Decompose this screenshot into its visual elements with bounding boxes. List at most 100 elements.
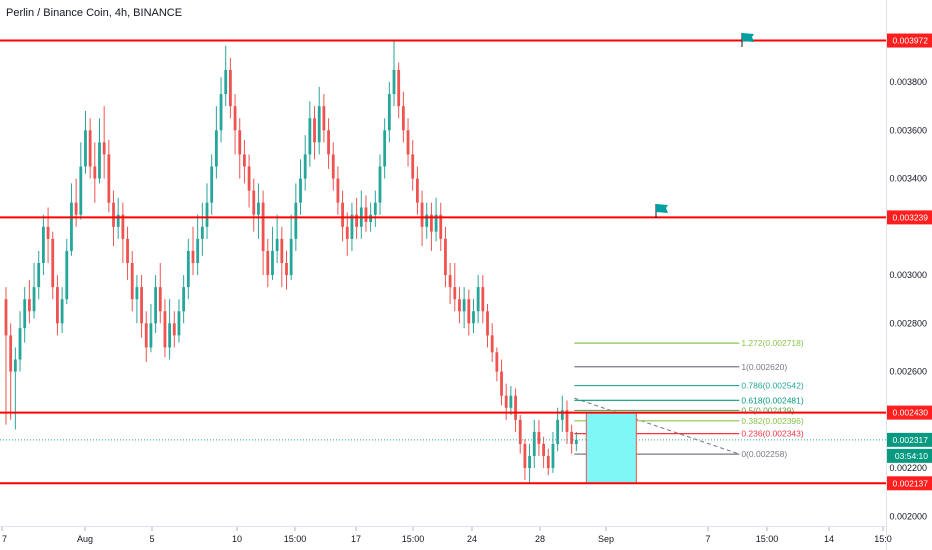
candle-body (261, 202, 265, 251)
candle-body (144, 323, 148, 348)
candle-body (154, 287, 157, 324)
candle-body (560, 410, 564, 420)
level-label: 0.003972 (893, 36, 929, 46)
level-label-bg (887, 476, 932, 491)
candle-body (420, 202, 424, 227)
candle-body (196, 238, 200, 263)
candle-body (37, 263, 41, 288)
candle-body (448, 275, 452, 288)
candle-body (350, 214, 354, 239)
candle-body (191, 250, 195, 263)
candle-body (88, 130, 92, 167)
candle-body (74, 202, 78, 215)
x-tick-label: 15:00 (402, 534, 425, 544)
candle-body (149, 323, 153, 348)
candle-body (537, 431, 541, 444)
candle-body (355, 214, 359, 227)
candle-body (341, 202, 344, 227)
candle-body (523, 443, 527, 469)
candle-body (158, 287, 162, 312)
level-label: 0.002137 (893, 478, 929, 488)
x-tick-label: 5 (149, 534, 154, 544)
x-tick-label: 24 (467, 534, 477, 544)
candle-body (481, 287, 485, 312)
candle-body (373, 202, 377, 215)
y-tick-label: 0.002000 (889, 511, 927, 521)
x-tick-label: 14 (824, 534, 834, 544)
y-tick-label: 0.002200 (889, 463, 927, 473)
candle-body (387, 94, 391, 131)
candle-body (425, 214, 429, 227)
candle-body (434, 214, 438, 232)
candle-body (364, 207, 368, 222)
candle-body (546, 456, 550, 469)
candle-body (299, 178, 302, 203)
candle-body (458, 299, 461, 312)
candle-body (280, 238, 284, 263)
candle-body (401, 106, 405, 131)
candle-body (528, 456, 531, 469)
candle-body (70, 202, 73, 251)
candle-body (271, 250, 274, 276)
candle-body (60, 299, 64, 324)
y-tick-label: 0.002600 (889, 367, 927, 377)
candle-body (411, 154, 415, 179)
candle-body (200, 226, 204, 239)
candle-body (177, 311, 181, 336)
fib-level-label: 0.236(0.002343) (741, 429, 804, 439)
candle-body (294, 202, 298, 239)
fib-level-label: 0.5(0.002439) (741, 405, 794, 415)
candle-body (462, 299, 466, 312)
candle-body (495, 352, 499, 372)
candle-body (98, 142, 101, 179)
candle-body (172, 323, 176, 336)
candle-body (490, 335, 494, 353)
candle-body (453, 287, 457, 300)
y-tick-label: 0.003000 (889, 270, 927, 280)
candle-body (51, 238, 55, 288)
candle-body (397, 69, 401, 107)
x-tick-label: Aug (77, 534, 93, 544)
candle-body (542, 443, 546, 457)
candle-body (46, 226, 50, 239)
flag-icon (742, 33, 754, 42)
candle-body (574, 439, 578, 444)
candle-body (23, 299, 27, 329)
x-tick-label: 15:0 (874, 534, 892, 544)
candle-body (514, 395, 517, 420)
candle-body (317, 106, 321, 143)
candle-body (532, 431, 536, 457)
candle-body (472, 311, 475, 324)
countdown-bg (887, 448, 932, 463)
candle-body (415, 178, 419, 203)
candle-body (252, 190, 256, 215)
candle-body (219, 94, 223, 131)
candle-body (439, 214, 443, 239)
candle-body (214, 130, 218, 167)
y-tick-label: 0.003800 (889, 77, 927, 87)
x-tick-label: 7 (705, 534, 710, 544)
candle-body (285, 263, 288, 276)
candle-body (257, 202, 260, 215)
candle-body (476, 287, 480, 312)
candle-body (210, 166, 214, 203)
candle-body (243, 154, 246, 167)
fib-level-label: 0.618(0.002481) (741, 395, 804, 405)
candle-body (27, 299, 31, 312)
x-tick-label: 10 (232, 534, 242, 544)
candle-body (182, 287, 186, 312)
candle-body (430, 214, 433, 232)
candle-body (406, 130, 410, 155)
candle-body (32, 287, 36, 312)
candle-body (163, 311, 167, 348)
candle-body (84, 130, 87, 167)
candle-body (13, 359, 17, 372)
candle-body (93, 166, 97, 179)
candle-body (518, 419, 522, 444)
candle-body (126, 238, 129, 263)
candle-body (238, 130, 242, 155)
level-label-bg (887, 33, 932, 48)
candle-body (4, 299, 8, 336)
